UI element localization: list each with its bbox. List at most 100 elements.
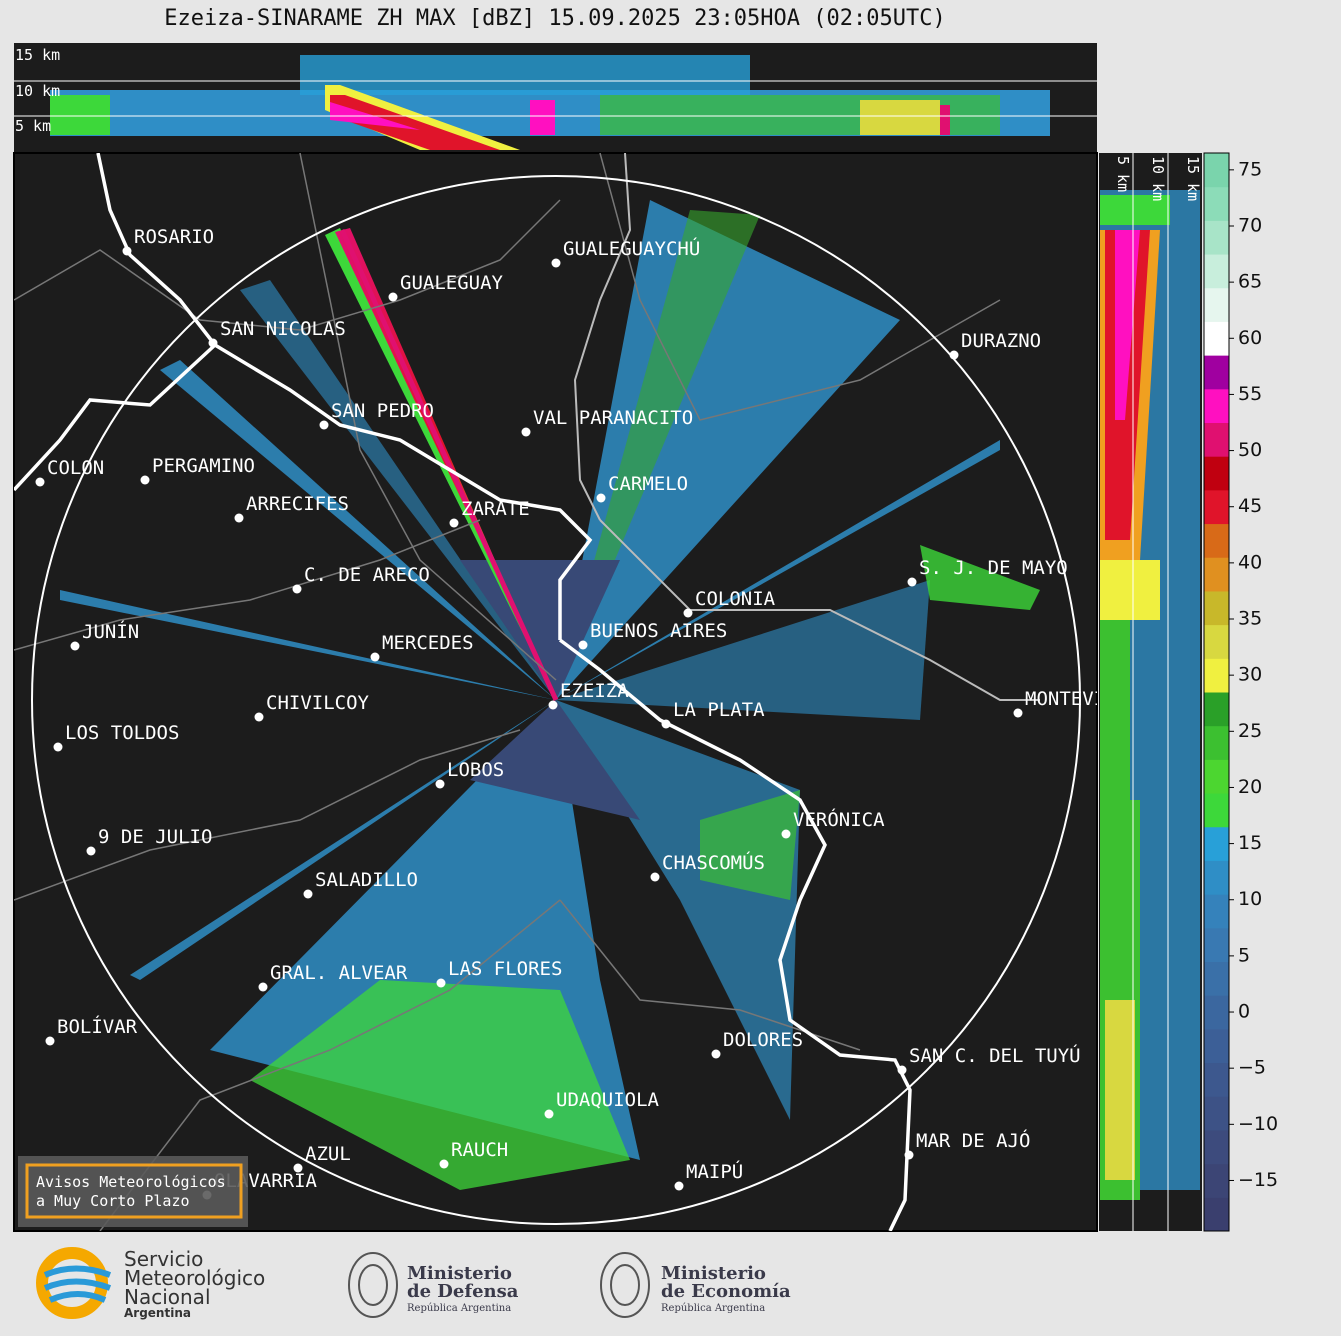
- city-dot: [548, 700, 558, 710]
- city-label: GRAL. ALVEAR: [270, 962, 408, 984]
- color-band: [1204, 590, 1229, 626]
- city-dot: [53, 742, 63, 752]
- city-label: GUALEGUAY: [400, 272, 504, 294]
- city-label: CHIVILCOY: [266, 692, 370, 714]
- city-dot: [439, 1159, 449, 1169]
- notice-text: a Muy Corto Plazo: [36, 1192, 190, 1210]
- colorbar-tick-label: 75: [1238, 158, 1262, 180]
- city-label: RAUCH: [451, 1139, 508, 1161]
- city-dot: [897, 1065, 907, 1075]
- logo-text: República Argentina: [407, 1303, 511, 1314]
- city-dot: [683, 608, 693, 618]
- color-band: [1204, 388, 1229, 423]
- city-label: SAN NICOLAS: [220, 318, 346, 340]
- colorbar-tick-label: 45: [1238, 495, 1262, 517]
- colorbar-tick-label: 35: [1238, 608, 1262, 630]
- city-dot: [949, 350, 959, 360]
- color-band: [1204, 793, 1229, 828]
- city-dot: [122, 246, 132, 256]
- color-band: [1204, 1062, 1229, 1097]
- range-ring: [31, 175, 1081, 1225]
- city-label: MERCEDES: [382, 632, 474, 654]
- city-dot: [45, 1036, 55, 1046]
- color-band: [1204, 860, 1229, 895]
- color-band: [1204, 995, 1229, 1030]
- color-band: [1204, 961, 1229, 996]
- height-label: 10 km: [15, 82, 60, 100]
- color-band: [1204, 826, 1229, 861]
- city-dot: [596, 493, 606, 503]
- color-band: [1204, 1163, 1229, 1198]
- city-dot: [711, 1049, 721, 1059]
- colorbar-tick-label: −5: [1238, 1057, 1266, 1079]
- color-band: [1204, 658, 1229, 693]
- title: Ezeiza-SINARAME ZH MAX [dBZ] 15.09.2025 …: [164, 6, 945, 31]
- map-content: ROSARIO SAN NICOLAS GUALEGUAY GUALEGUAYCHÚ D…: [14, 153, 1097, 1231]
- logo-text: Servicio: [124, 1247, 203, 1271]
- city-dot: [1013, 708, 1023, 718]
- boundaries: [14, 153, 1001, 1231]
- city-label: ARRECIFES: [246, 493, 349, 515]
- color-band: [1204, 321, 1229, 356]
- city-dot: [254, 712, 264, 722]
- color-band: [1204, 1028, 1229, 1064]
- color-band: [1204, 557, 1229, 592]
- logo-text: Argentina: [124, 1306, 191, 1320]
- city-dot: [661, 719, 671, 729]
- city-label: MAIPÚ: [686, 1159, 743, 1183]
- top-echoes: [50, 55, 1050, 150]
- city-dot: [449, 518, 459, 528]
- city-label: CARMELO: [608, 473, 688, 495]
- city-label: GUALEGUAYCHÚ: [563, 236, 700, 260]
- city-label: PERGAMINO: [152, 455, 255, 477]
- city-label: SAN C. DEL TUYÚ: [909, 1043, 1081, 1067]
- height-label: 10 km: [1149, 156, 1167, 201]
- colorbar-tick-label: 20: [1238, 776, 1262, 798]
- city-dot: [521, 427, 531, 437]
- city-label: AZUL: [305, 1143, 351, 1165]
- logo-defensa: Ministerio de Defensa República Argentin…: [348, 1252, 519, 1318]
- city-label: VAL PARANACITO: [533, 407, 693, 429]
- city-layer: ROSARIO SAN NICOLAS GUALEGUAY GUALEGUAYCHÚ D…: [35, 226, 1097, 1200]
- city-label: COLON: [47, 457, 104, 479]
- color-band: [1204, 1096, 1229, 1131]
- color-band: [1204, 1197, 1229, 1232]
- city-dot: [292, 584, 302, 594]
- colorbar-tick-label: 25: [1238, 720, 1262, 742]
- color-band: [1204, 927, 1229, 962]
- city-dot: [86, 846, 96, 856]
- city-label: UDAQUIOLA: [556, 1089, 660, 1111]
- color-band: [1204, 692, 1229, 727]
- logo-text: de Defensa: [407, 1281, 519, 1302]
- city-dot: [435, 779, 445, 789]
- color-band: [1204, 456, 1229, 491]
- color-band: [1204, 186, 1229, 221]
- colorbar: −15 −10 −5 0 5 10 15 20 25 30 35 40 45 50 55 60 65 70 75: [1203, 152, 1278, 1232]
- logo-smn: Servicio Meteorológico Nacional Argentin…: [36, 1247, 265, 1320]
- colorbar-tick-label: 10: [1238, 888, 1262, 910]
- colorbar-tick-label: −15: [1238, 1169, 1278, 1191]
- city-label: MAR DE AJÓ: [916, 1128, 1030, 1152]
- height-label: 5 km: [15, 117, 51, 135]
- city-label: LAS FLORES: [448, 958, 562, 980]
- city-dot: [208, 338, 218, 348]
- city-dot: [674, 1181, 684, 1191]
- logo-text: Nacional: [124, 1285, 211, 1309]
- color-band: [1204, 894, 1229, 929]
- height-label: 15 km: [1184, 156, 1202, 201]
- notice-box[interactable]: [18, 1156, 248, 1227]
- colorbar-tick-label: 70: [1238, 214, 1262, 236]
- city-label: COLONIA: [695, 588, 776, 610]
- city-label: ROSARIO: [134, 226, 214, 248]
- city-dot: [35, 477, 45, 487]
- city-dot: [904, 1150, 914, 1160]
- city-dot: [303, 889, 313, 899]
- city-label: JUNÍN: [82, 620, 139, 643]
- city-label: SAN PEDRO: [331, 400, 434, 422]
- echo-green: [920, 545, 1040, 610]
- logo-economia: Ministerio de Economía República Argenti…: [600, 1252, 791, 1318]
- city-label: S. J. DE MAYO: [919, 557, 1068, 579]
- colorbar-tick-label: 5: [1238, 944, 1250, 966]
- city-label: BOLÍVAR: [57, 1015, 138, 1038]
